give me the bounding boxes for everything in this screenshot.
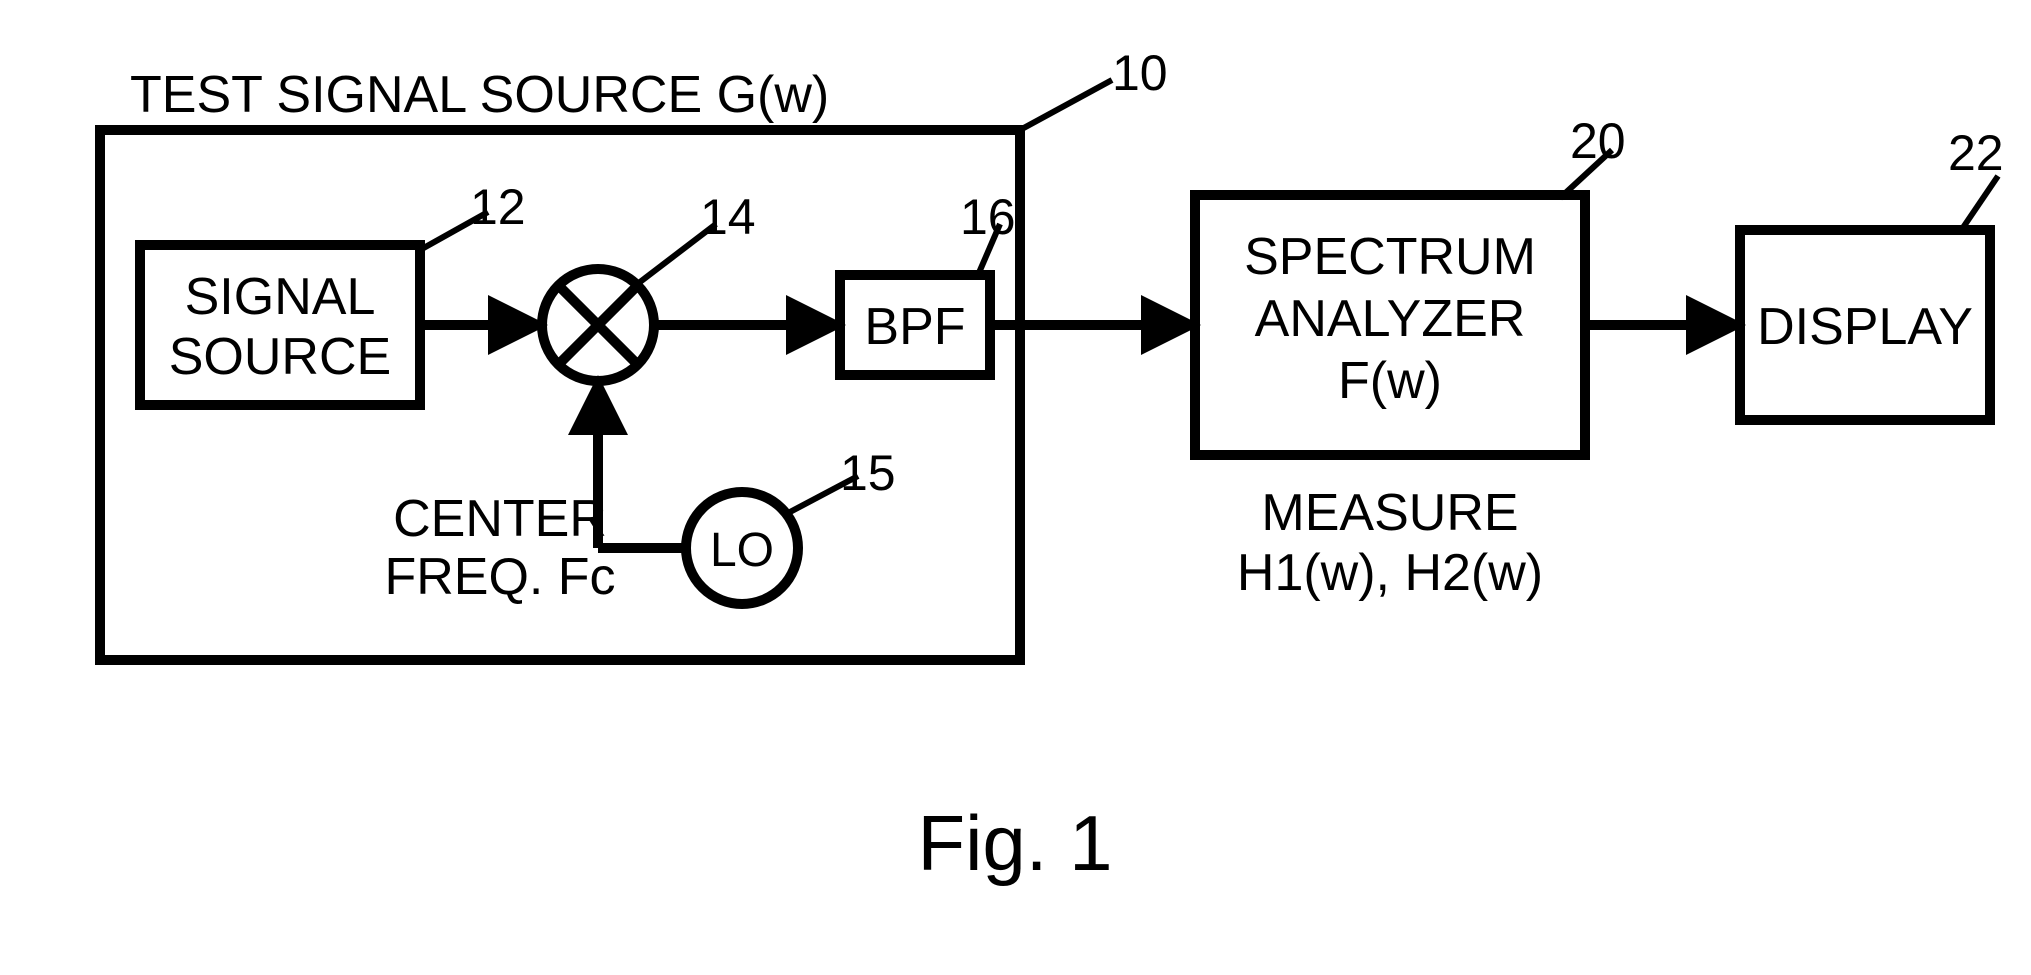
display-label: DISPLAY [1757, 298, 1973, 356]
spectrum-label-3: F(w) [1338, 352, 1442, 410]
source-block-title: TEST SIGNAL SOURCE G(w) [130, 66, 829, 124]
spectrum-label-2: ANALYZER [1255, 290, 1526, 348]
center-freq-label-1: CENTER [393, 490, 607, 548]
measure-label-2: H1(w), H2(w) [1237, 544, 1543, 602]
bpf-label: BPF [864, 298, 965, 356]
ref-16: 16 [960, 189, 1016, 245]
mixer-symbol [542, 269, 654, 381]
signal-source-label-1: SIGNAL [185, 268, 376, 326]
lo-label: LO [710, 524, 774, 577]
figure-title: Fig. 1 [917, 799, 1112, 887]
signal-source-label-2: SOURCE [169, 328, 391, 386]
ref-14: 14 [700, 189, 756, 245]
ref-15: 15 [840, 445, 896, 501]
measure-label-1: MEASURE [1261, 484, 1518, 542]
leader-10 [1020, 80, 1112, 130]
leader-22 [1960, 176, 1998, 232]
center-freq-label-2: FREQ. Fc [384, 548, 615, 606]
ref-20: 20 [1570, 113, 1626, 169]
ref-10: 10 [1112, 45, 1168, 101]
ref-12: 12 [470, 179, 526, 235]
ref-22: 22 [1948, 125, 2004, 181]
spectrum-label-1: SPECTRUM [1244, 228, 1536, 286]
